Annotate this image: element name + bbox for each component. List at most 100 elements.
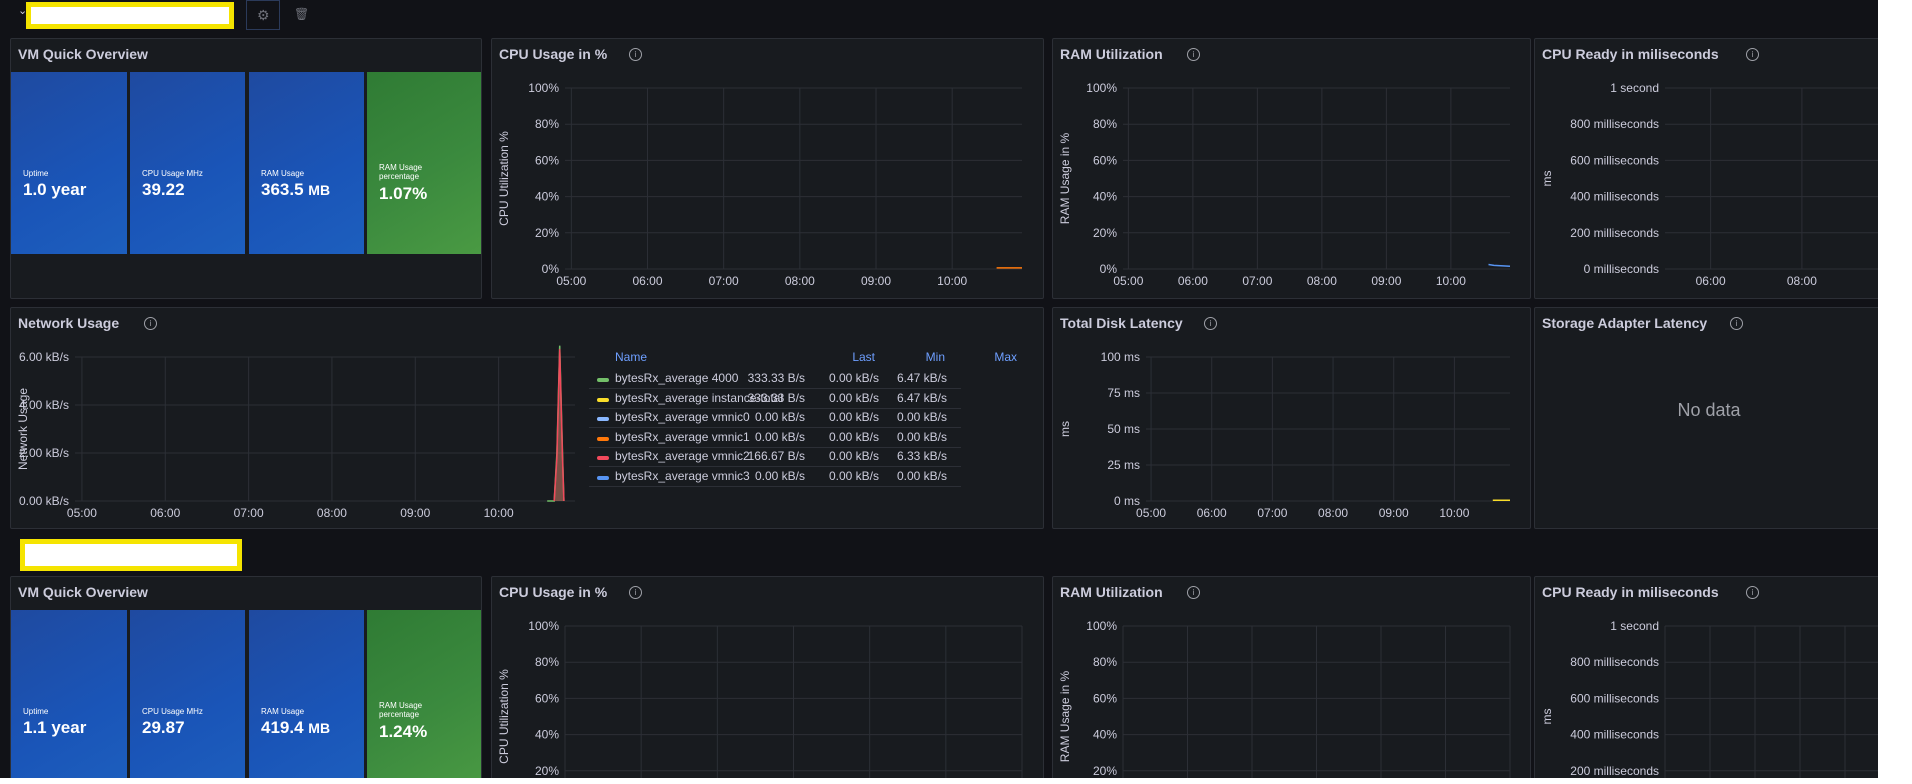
info-icon[interactable]: i: [1187, 48, 1200, 61]
legend-row[interactable]: bytesRx_average instance-total 333.33 B/s…: [589, 388, 961, 409]
cpu-mhz-tile[interactable]: CPU Usage MHz 29.87: [130, 610, 245, 778]
info-icon[interactable]: i: [144, 317, 157, 330]
cpu-ready-panel[interactable]: CPU Ready in miliseconds i 1 second 800 m…: [1534, 38, 1878, 299]
info-icon[interactable]: i: [1187, 586, 1200, 599]
series-area: [547, 345, 564, 501]
legend-row[interactable]: bytesRx_average vmnic3 0.00 kB/s 0.00 kB/s…: [589, 466, 961, 487]
y-tick-label: 40%: [1093, 728, 1117, 742]
x-tick-label: 06:00: [1178, 274, 1208, 288]
y-tick-label: 0%: [1100, 262, 1118, 276]
uptime-label: Uptime: [23, 169, 49, 178]
panel-title: RAM Utilization: [1060, 584, 1163, 600]
cpu-usage-panel-2[interactable]: CPU Usage in % i 100% 80% 60% 40% 20% CPU Uti…: [491, 576, 1044, 778]
row-header-2[interactable]: [0, 538, 260, 571]
cpu-mhz-label: CPU Usage MHz: [142, 169, 203, 178]
y-tick-label: 400 milliseconds: [1570, 190, 1659, 204]
legend-name: bytesRx_average vmnic0: [615, 410, 750, 424]
y-axis-label: ms: [1540, 171, 1554, 187]
cpu-mhz-value: 29.87: [142, 718, 185, 737]
legend-min: 0.00 kB/s: [828, 449, 879, 463]
y-tick-label: 0%: [542, 262, 560, 276]
panel-title: Storage Adapter Latency: [1542, 315, 1708, 331]
legend-last: 333.33 B/s: [747, 371, 805, 385]
y-tick-label: 0.00 kB/s: [19, 494, 69, 508]
uptime-tile[interactable]: Uptime 1.0 year: [11, 72, 127, 254]
legend-header-max[interactable]: Max: [994, 350, 1017, 364]
x-tick-label: 10:00: [1439, 506, 1469, 520]
x-tick-label: 09:00: [861, 274, 891, 288]
legend-name: bytesRx_average instance-total: [615, 390, 784, 405]
network-usage-panel[interactable]: Network Usage i 6.00 kB/s 4.00 kB/s 2.00 k…: [10, 307, 1044, 529]
ram-percentage-tile[interactable]: RAM Usage percentage 1.07%: [367, 72, 481, 254]
ram-percentage-tile[interactable]: RAM Usage percentage 1.24%: [367, 610, 481, 778]
uptime-value: 1.0 year: [23, 180, 87, 199]
cpu-mhz-label: CPU Usage MHz: [142, 707, 203, 716]
storage-adapter-latency-panel[interactable]: Storage Adapter Latency i No data: [1534, 307, 1878, 529]
legend-last: 333.33 B/s: [747, 390, 805, 405]
legend-header-min[interactable]: Min: [925, 350, 945, 364]
info-icon[interactable]: i: [1204, 317, 1217, 330]
x-tick-label: 05:00: [1113, 274, 1143, 288]
y-tick-label: 0 milliseconds: [1584, 262, 1659, 276]
series-color-swatch: [597, 397, 609, 402]
y-tick-label: 40%: [535, 728, 559, 742]
legend-row[interactable]: bytesRx_average vmnic1 0.00 kB/s 0.00 kB/s…: [589, 427, 961, 448]
ram-percentage-value: 1.07%: [379, 184, 428, 203]
series-line: [553, 349, 565, 502]
trash-icon[interactable]: 🗑: [294, 7, 310, 21]
gear-icon[interactable]: ⚙: [257, 7, 270, 23]
info-icon[interactable]: i: [629, 48, 642, 61]
row-header-1[interactable]: ⌄ ⚙ 🗑: [0, 0, 320, 32]
legend-last: 0.00 kB/s: [754, 468, 805, 483]
y-tick-label: 100%: [1086, 619, 1117, 633]
legend-name: bytesRx_average vmnic2: [615, 449, 750, 463]
legend-last: 0.00 kB/s: [754, 429, 805, 444]
y-tick-label: 60%: [535, 153, 559, 167]
y-tick-label: 1 second: [1610, 619, 1659, 633]
ram-utilization-panel[interactable]: RAM Utilization i 100% 80% 60% 40% 20% 0% 05:0…: [1052, 38, 1531, 299]
x-tick-label: 05:00: [556, 274, 586, 288]
legend-row[interactable]: bytesRx_average 4000 333.33 B/s 0.00 kB/s 6…: [589, 368, 961, 389]
panel-title: CPU Usage in %: [499, 46, 608, 62]
y-tick-label: 800 milliseconds: [1570, 117, 1659, 131]
legend-max: 6.47 kB/s: [896, 390, 947, 405]
cpu-ready-panel-2[interactable]: CPU Ready in miliseconds i 1 second 800 m…: [1534, 576, 1878, 778]
legend-header-last[interactable]: Last: [852, 350, 875, 364]
chevron-down-icon[interactable]: ⌄: [18, 5, 28, 17]
info-icon[interactable]: i: [1730, 317, 1743, 330]
cpu-usage-panel[interactable]: CPU Usage in % i 100% 80% 60% 40% 20% 0% 05:00…: [491, 38, 1044, 299]
series-color-swatch: [597, 436, 609, 441]
info-icon[interactable]: i: [1746, 48, 1759, 61]
vm-quick-overview-panel: VM Quick Overview Uptime 1.0 year CPU Us…: [10, 38, 482, 299]
uptime-label: Uptime: [23, 707, 49, 716]
legend-row[interactable]: bytesRx_average vmnic2 166.67 B/s 0.00 kB/…: [589, 446, 961, 467]
x-tick-label: 07:00: [1242, 274, 1272, 288]
network-legend-table: Name Last Min Max bytesRx_average 4000 33…: [589, 350, 1017, 525]
ram-utilization-chart-2: 100% 80% 60% 40% 20% RAM Usage in %: [1058, 619, 1511, 778]
legend-last: 166.67 B/s: [747, 449, 805, 463]
x-tick-label: 06:00: [150, 506, 180, 520]
legend-row[interactable]: bytesRx_average vmnic0 0.00 kB/s 0.00 kB/s…: [589, 407, 961, 428]
row-actions-box: [246, 0, 280, 30]
legend-header-name[interactable]: Name: [615, 350, 648, 364]
x-tick-label: 09:00: [1371, 274, 1401, 288]
y-tick-label: 40%: [1093, 190, 1117, 204]
ram-usage-tile[interactable]: RAM Usage 363.5 MB: [249, 72, 364, 254]
ram-utilization-panel-2[interactable]: RAM Utilization i 100% 80% 60% 40% 20% RAM Us…: [1052, 576, 1531, 778]
legend-max: 6.33 kB/s: [896, 449, 947, 463]
y-tick-label: 100%: [528, 81, 559, 95]
ram-usage-tile[interactable]: RAM Usage 419.4 MB: [249, 610, 364, 778]
info-icon[interactable]: i: [1746, 586, 1759, 599]
x-tick-label: 08:00: [1787, 274, 1817, 288]
x-tick-label: 08:00: [1318, 506, 1348, 520]
y-tick-label: 20%: [535, 764, 559, 778]
no-data-message: No data: [1677, 400, 1741, 420]
uptime-value: 1.1 year: [23, 718, 87, 737]
total-disk-latency-panel[interactable]: Total Disk Latency i 100 ms 75 ms 50 ms 25 …: [1052, 307, 1531, 529]
info-icon[interactable]: i: [629, 586, 642, 599]
legend-max: 0.00 kB/s: [896, 468, 947, 483]
cpu-mhz-tile[interactable]: CPU Usage MHz 39.22: [130, 72, 245, 254]
x-tick-label: 05:00: [67, 506, 97, 520]
uptime-tile[interactable]: Uptime 1.1 year: [11, 610, 127, 778]
